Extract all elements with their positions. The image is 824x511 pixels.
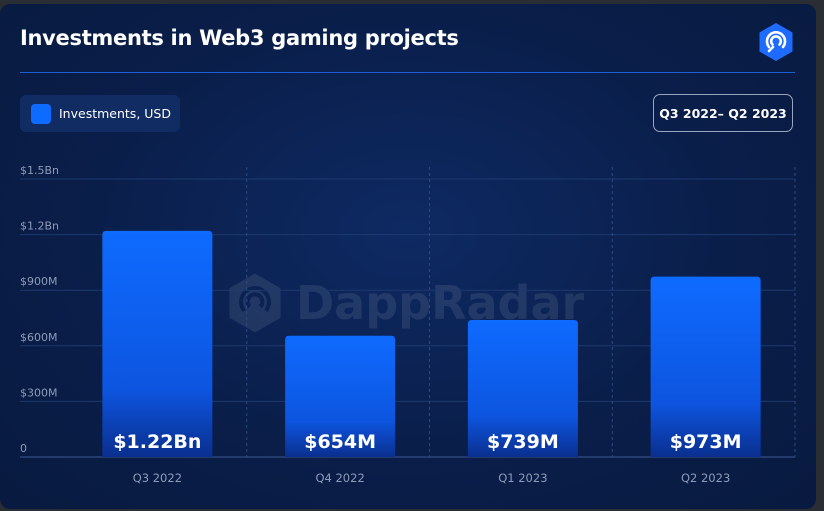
watermark-logo-icon — [229, 273, 281, 333]
x-tick-label: Q2 2023 — [681, 471, 730, 485]
x-tick-label: Q1 2023 — [498, 471, 547, 485]
y-tick-label: 0 — [20, 442, 27, 455]
y-tick-label: $1.5Bn — [20, 164, 59, 177]
bar-data-label: $739M — [487, 431, 559, 453]
chart-card: Investments in Web3 gaming projects Inve… — [0, 4, 816, 509]
bar-chart: 0 $300M $600M $900M $1.2Bn $1.5Bn $1.22Bn Q3 2… — [20, 164, 796, 485]
bar-data-label: $1.22Bn — [113, 431, 201, 453]
bar-layer — [102, 230, 761, 457]
legend-swatch — [31, 103, 51, 124]
header-divider — [20, 72, 795, 73]
x-tick-label: Q3 2022 — [133, 471, 182, 485]
bar-q2-2023[interactable] — [650, 276, 761, 457]
y-tick-label: $900M — [20, 275, 58, 288]
y-tick-label: $600M — [20, 331, 58, 344]
y-tick-label: $300M — [20, 386, 58, 399]
chart-title: Investments in Web3 gaming projects — [20, 26, 459, 50]
bar-q3-2022[interactable] — [102, 230, 213, 457]
bar-data-label: $973M — [670, 431, 742, 453]
bar-q1-2023[interactable] — [467, 320, 578, 457]
label-layer: $1.22Bn Q3 2022 $654M Q4 2022 $739M Q1 2023 $9… — [113, 431, 741, 485]
legend-label: Investments, USD — [59, 106, 171, 121]
bar-data-label: $654M — [304, 431, 376, 453]
y-tick-label: $1.2Bn — [20, 220, 59, 233]
dappradar-logo-icon[interactable] — [756, 22, 796, 62]
x-tick-label: Q4 2022 — [315, 471, 364, 485]
legend: Investments, USD — [20, 95, 180, 132]
bar-q4-2022[interactable] — [285, 335, 396, 457]
period-selector[interactable]: Q3 2022– Q2 2023 — [653, 94, 793, 132]
